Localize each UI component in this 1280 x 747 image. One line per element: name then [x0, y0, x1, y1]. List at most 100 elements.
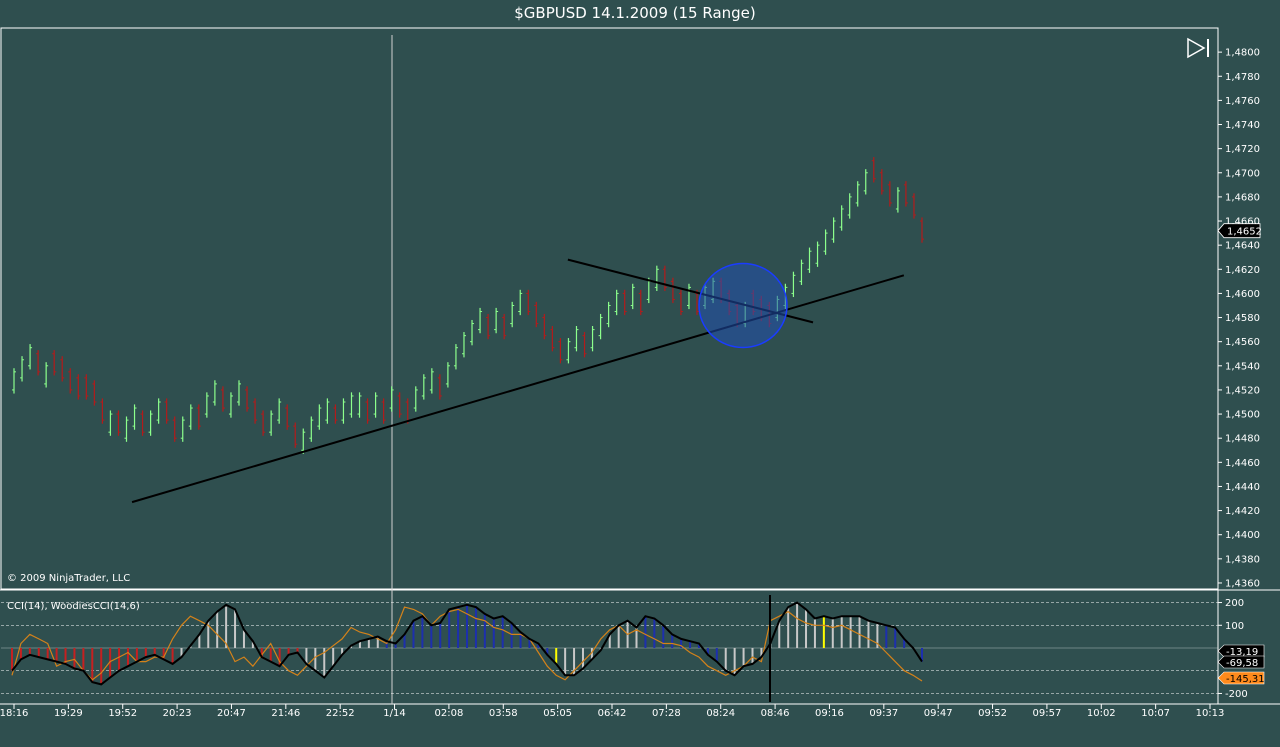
price-bar: [911, 193, 916, 219]
price-bar: [534, 301, 539, 328]
price-bar: [52, 350, 57, 376]
price-bar: [245, 386, 250, 412]
price-tick-label: 1,4780: [1225, 72, 1260, 83]
jump-to-end-icon[interactable]: [1186, 37, 1212, 59]
price-bar: [76, 374, 81, 400]
cci-value-marker: [1217, 655, 1265, 669]
time-tick-label: 09:16: [815, 708, 844, 719]
price-bar: [44, 362, 49, 388]
price-tick-label: 1,4560: [1225, 337, 1260, 348]
price-bar: [823, 229, 828, 255]
price-bar: [20, 356, 25, 382]
price-bar: [598, 313, 603, 340]
copyright-label: © 2009 NinjaTrader, LLC: [7, 573, 131, 584]
price-bar: [253, 398, 258, 424]
price-bar: [325, 398, 330, 424]
time-tick-label: 09:37: [869, 708, 898, 719]
price-bar: [494, 307, 499, 334]
price-bar: [630, 283, 635, 310]
price-tick-label: 1,4740: [1225, 120, 1260, 131]
price-bar: [887, 181, 892, 207]
price-bar: [116, 410, 121, 436]
price-bar: [478, 307, 483, 334]
price-bar: [140, 410, 145, 436]
time-tick-label: 19:52: [108, 708, 137, 719]
price-bar: [236, 380, 241, 406]
time-tick-label: 07:28: [652, 708, 681, 719]
time-tick-label: 19:29: [54, 708, 83, 719]
price-bar: [662, 265, 667, 292]
price-bar: [879, 169, 884, 195]
price-bar: [429, 368, 434, 394]
price-tick-label: 1,4600: [1225, 289, 1260, 300]
price-bar: [341, 398, 346, 424]
highlight-circle: [698, 262, 788, 349]
price-tick-label: 1,4540: [1225, 361, 1260, 372]
time-tick-label: 08:46: [761, 708, 790, 719]
price-bar: [582, 332, 587, 358]
price-bar: [614, 289, 619, 316]
price-bar: [670, 277, 675, 304]
price-bar: [550, 325, 555, 352]
time-tick-label: 20:47: [217, 708, 246, 719]
cci-value-label: -145,31: [1226, 674, 1265, 685]
price-bar: [445, 362, 450, 388]
time-tick-label: 1/14: [383, 708, 405, 719]
price-bar: [228, 392, 233, 418]
price-bar: [28, 344, 33, 370]
price-bar: [148, 410, 153, 436]
price-bar: [365, 398, 370, 424]
price-bar: [100, 398, 105, 424]
time-tick-label: 21:46: [271, 708, 300, 719]
price-bar: [686, 283, 691, 310]
price-bar: [373, 392, 378, 418]
price-bar: [831, 217, 836, 243]
price-tick-label: 1,4720: [1225, 144, 1260, 155]
last-price-marker: [1217, 223, 1261, 239]
price-bar: [502, 313, 507, 340]
chart-title: $GBPUSD 14.1.2009 (15 Range): [514, 4, 756, 22]
price-bar: [389, 386, 394, 412]
price-bar: [654, 265, 659, 292]
price-bar: [357, 392, 362, 418]
price-bar: [461, 332, 466, 358]
price-tick-label: 1,4380: [1225, 554, 1260, 565]
time-tick-label: 18:16: [0, 708, 28, 719]
price-bar: [124, 416, 129, 442]
price-bar: [196, 404, 201, 430]
price-bar: [301, 428, 306, 454]
price-bar: [188, 404, 193, 430]
price-tick-label: 1,4700: [1225, 168, 1260, 179]
price-bar: [421, 374, 426, 400]
price-bar: [847, 193, 852, 219]
price-bar: [172, 416, 177, 442]
indicator-label: CCI(14), WoodiesCCI(14,6): [7, 601, 140, 612]
price-bar: [678, 289, 683, 316]
price-bar: [871, 157, 876, 183]
cci-value-marker: [1217, 671, 1265, 685]
price-bar: [518, 289, 523, 316]
time-tick-label: 20:23: [163, 708, 192, 719]
price-bar: [277, 398, 282, 424]
time-tick-label: 10:07: [1141, 708, 1170, 719]
price-bar: [60, 356, 65, 382]
price-bar: [437, 374, 442, 400]
time-tick-label: 03:58: [489, 708, 518, 719]
price-bar: [839, 205, 844, 231]
price-bar: [542, 313, 547, 340]
time-tick-label: 09:47: [924, 708, 953, 719]
price-bar: [606, 301, 611, 328]
price-bar: [799, 259, 804, 285]
price-bar: [903, 181, 908, 207]
time-tick-label: 06:42: [598, 708, 627, 719]
price-tick-label: 1,4640: [1225, 241, 1260, 252]
price-tick-label: 1,4480: [1225, 434, 1260, 445]
price-bar: [12, 368, 16, 394]
price-tick-label: 1,4400: [1225, 530, 1260, 541]
price-tick-label: 1,4800: [1225, 48, 1260, 59]
price-bar: [108, 410, 113, 436]
price-bar: [453, 344, 458, 370]
price-bar: [863, 169, 868, 195]
price-bar: [261, 410, 266, 436]
